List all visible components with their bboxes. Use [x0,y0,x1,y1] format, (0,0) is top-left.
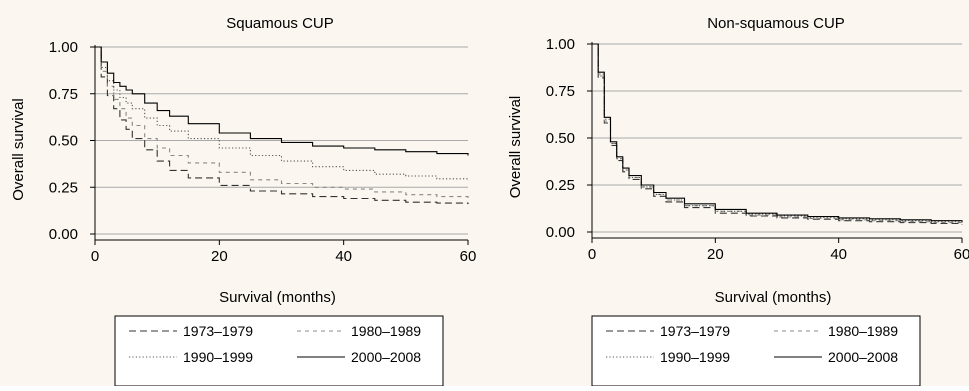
y-tick-label: 0.25 [49,179,78,196]
y-tick-label: 0.50 [49,133,78,150]
x-tick-label: 20 [211,248,228,265]
legend-label: 2000–2008 [351,349,421,365]
legend-label: 2000–2008 [828,349,898,365]
legend-label: 1973–1979 [183,323,253,339]
y-tick-label: 0.75 [49,86,78,103]
series-line-1973–1979 [95,46,469,205]
series-line-1973–1979 [592,43,963,225]
x-tick-label: 60 [460,248,477,265]
y-tick-label: 0.75 [546,83,575,100]
series-line-1980–1989 [95,46,469,199]
chart-title: Non-squamous CUP [707,15,845,32]
y-tick-label: 1.00 [546,36,575,53]
x-axis-label: Survival (months) [715,289,832,306]
y-tick-label: 0.50 [546,130,575,147]
series-line-1990–1999 [95,46,469,181]
legend-label: 1980–1989 [828,323,898,339]
x-tick-label: 40 [830,246,847,263]
y-tick-label: 0.00 [49,226,78,243]
legend-label: 1990–1999 [660,349,730,365]
y-axis-label: Overall survival [507,96,524,199]
legend-label: 1973–1979 [660,323,730,339]
series-line-2000–2008 [95,46,469,156]
y-tick-label: 0.00 [546,224,575,241]
x-tick-label: 0 [588,246,596,263]
chart-panel-1: 0.00 0.25 0.50 0.75 1.00 0 20 40 60 Squamous CUP S… [10,15,477,387]
series-line-2000–2008 [592,43,963,222]
x-tick-label: 60 [954,246,969,263]
legend-label: 1990–1999 [183,349,253,365]
x-tick-label: 40 [335,248,352,265]
y-axis-label: Overall survival [10,98,27,201]
x-tick-label: 0 [91,248,99,265]
y-tick-label: 1.00 [49,39,78,56]
chart-panel-2: 0.00 0.25 0.50 0.75 1.00 0 20 40 60 Non-squamous … [507,15,969,387]
x-tick-label: 20 [707,246,724,263]
legend-label: 1980–1989 [351,323,421,339]
y-tick-label: 0.25 [546,177,575,194]
x-axis-label: Survival (months) [219,289,336,306]
chart-title: Squamous CUP [226,15,334,32]
legend-box [591,315,921,387]
